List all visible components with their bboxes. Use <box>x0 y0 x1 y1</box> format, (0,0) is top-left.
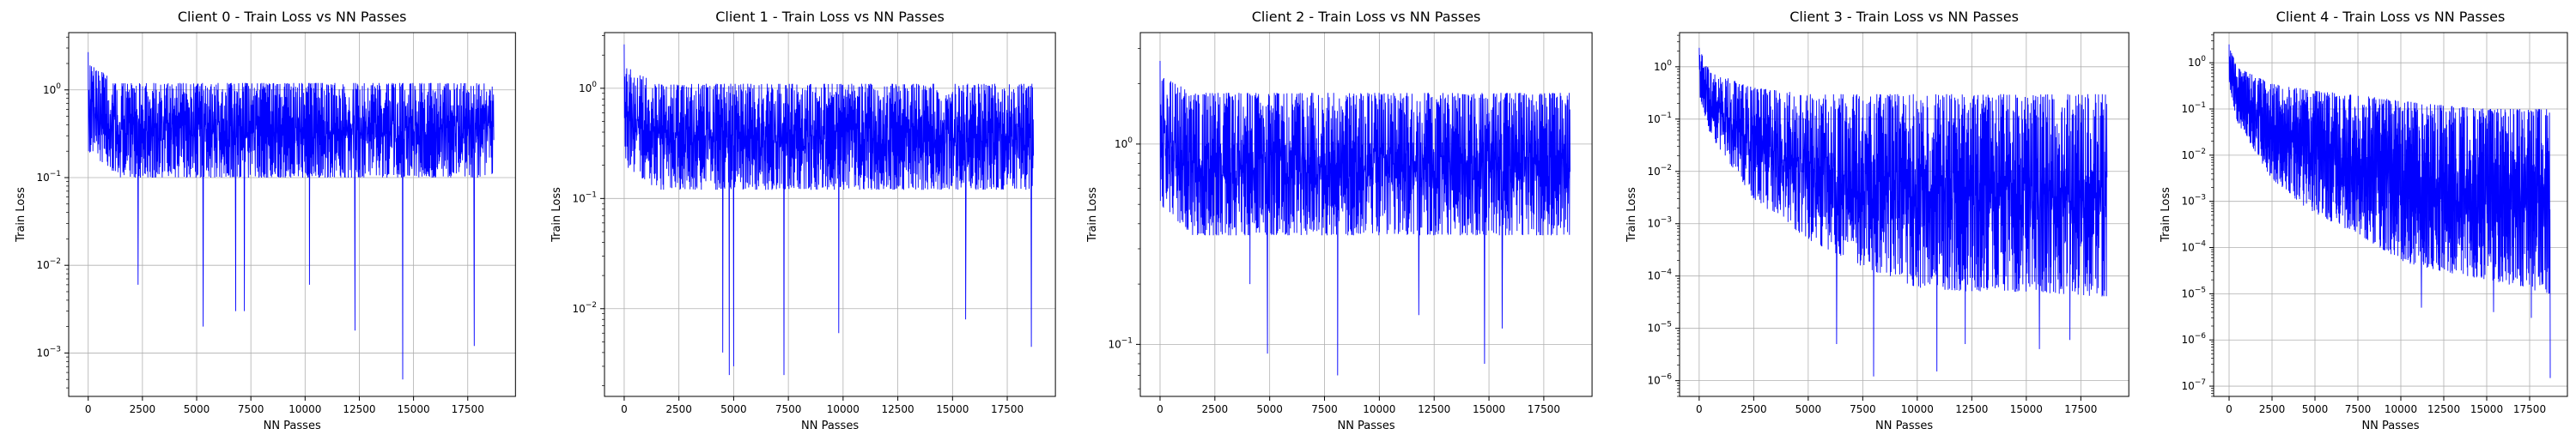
plot-frame <box>2213 32 2568 397</box>
y-axis-label: Train Loss <box>2160 187 2172 243</box>
y-tick-label: 10−2 <box>2181 148 2206 161</box>
x-tick-label: 10000 <box>1901 403 1934 415</box>
y-tick-label: 100 <box>579 81 597 94</box>
x-axis-label: NN Passes <box>2361 420 2419 429</box>
y-tick-label: 10−1 <box>2181 101 2206 115</box>
x-tick-label: 17500 <box>991 403 1024 415</box>
series-line <box>1159 60 1571 376</box>
x-axis-label: NN Passes <box>801 420 859 429</box>
chart-title: Client 4 - Train Loss vs NN Passes <box>2276 9 2506 25</box>
x-tick-label: 17500 <box>452 403 484 415</box>
x-tick-label: 7500 <box>2345 403 2372 415</box>
x-tick-label: 0 <box>1157 403 1163 415</box>
chart-panel-3: 0 2500 5000 7500 10000 12500 15000 17500 10−6 10−… <box>1625 9 2129 429</box>
chart-title: Client 3 - Train Loss vs NN Passes <box>1789 9 2019 25</box>
chart-panel-2: 0 2500 5000 7500 10000 12500 15000 17500 10−1 100… <box>1086 9 1593 429</box>
x-tick-label: 12500 <box>2427 403 2460 415</box>
y-tick-label: 10−6 <box>1647 373 1672 387</box>
plot-frame <box>1679 32 2129 397</box>
y-tick-label: 10−3 <box>36 345 61 359</box>
x-tick-label: 0 <box>1696 403 1703 415</box>
x-tick-label: 15000 <box>2470 403 2503 415</box>
chart-panel-0: 0 2500 5000 7500 10000 12500 15000 17500 10−3 10−… <box>15 9 516 429</box>
y-tick-label: 10−4 <box>1647 269 1672 282</box>
x-tick-label: 5000 <box>1256 403 1283 415</box>
x-tick-label: 2500 <box>665 403 692 415</box>
x-tick-label: 0 <box>85 403 92 415</box>
x-tick-label: 15000 <box>1473 403 1505 415</box>
y-tick-label: 10−2 <box>1647 164 1672 178</box>
x-tick-label: 17500 <box>1528 403 1560 415</box>
y-tick-label: 10−1 <box>36 170 61 184</box>
y-tick-label: 10−2 <box>572 301 597 315</box>
y-tick-label: 10−1 <box>572 190 597 204</box>
plot-frame <box>604 32 1056 397</box>
x-tick-label: 17500 <box>2513 403 2546 415</box>
x-tick-label: 7500 <box>775 403 802 415</box>
series-line <box>2228 44 2551 378</box>
x-tick-label: 15000 <box>936 403 969 415</box>
y-tick-label: 10−5 <box>1647 321 1672 335</box>
x-axis-label: NN Passes <box>264 420 321 429</box>
x-tick-label: 12500 <box>881 403 914 415</box>
series-line <box>623 44 1035 376</box>
x-tick-label: 15000 <box>2010 403 2043 415</box>
x-tick-label: 10000 <box>289 403 321 415</box>
plot-frame <box>68 32 516 397</box>
y-tick-label: 10−1 <box>1108 336 1133 350</box>
chart-title: Client 1 - Train Loss vs NN Passes <box>715 9 945 25</box>
y-tick-label: 10−5 <box>2181 286 2206 299</box>
y-tick-label: 100 <box>1654 59 1672 73</box>
x-tick-label: 0 <box>621 403 628 415</box>
y-tick-label: 10−1 <box>1647 112 1672 125</box>
x-tick-label: 7500 <box>1311 403 1338 415</box>
y-tick-label: 10−3 <box>1647 216 1672 230</box>
x-tick-label: 17500 <box>2064 403 2097 415</box>
y-tick-label: 10−2 <box>36 257 61 271</box>
y-tick-label: 10−3 <box>2181 194 2206 208</box>
y-axis-label: Train Loss <box>15 187 27 243</box>
plot-frame <box>1139 32 1593 397</box>
x-tick-label: 2500 <box>130 403 156 415</box>
x-tick-label: 5000 <box>1795 403 1822 415</box>
series-line <box>88 51 495 380</box>
x-tick-label: 15000 <box>398 403 430 415</box>
y-tick-label: 10−7 <box>2181 378 2206 392</box>
x-tick-label: 7500 <box>1850 403 1876 415</box>
chart-panel-1: 0 2500 5000 7500 10000 12500 15000 17500 10−2 10−… <box>550 9 1056 429</box>
y-axis-label: Train Loss <box>1625 187 1638 243</box>
x-tick-label: 0 <box>2226 403 2233 415</box>
y-tick-label: 100 <box>43 82 61 96</box>
x-tick-label: 7500 <box>238 403 264 415</box>
chart-title: Client 2 - Train Loss vs NN Passes <box>1252 9 1481 25</box>
y-axis-label: Train Loss <box>550 187 563 243</box>
y-tick-label: 10−4 <box>2181 240 2206 254</box>
y-axis-label: Train Loss <box>1086 187 1099 243</box>
chart-title: Client 0 - Train Loss vs NN Passes <box>178 9 407 25</box>
x-tick-label: 10000 <box>2385 403 2417 415</box>
x-tick-label: 12500 <box>1418 403 1450 415</box>
x-axis-label: NN Passes <box>1337 420 1394 429</box>
x-tick-label: 2500 <box>1202 403 1229 415</box>
x-tick-label: 10000 <box>1363 403 1395 415</box>
x-axis-label: NN Passes <box>1875 420 1933 429</box>
y-tick-label: 10−6 <box>2181 332 2206 346</box>
y-tick-label: 100 <box>2188 55 2206 69</box>
x-tick-label: 12500 <box>343 403 375 415</box>
y-tick-label: 100 <box>1115 136 1133 150</box>
x-tick-label: 12500 <box>1955 403 1988 415</box>
x-tick-label: 5000 <box>720 403 747 415</box>
series-line <box>1698 47 2108 377</box>
x-tick-label: 2500 <box>1741 403 1767 415</box>
chart-panel-4: 0 2500 5000 7500 10000 12500 15000 17500 10−7 10−… <box>2160 9 2568 429</box>
x-tick-label: 5000 <box>2302 403 2329 415</box>
x-tick-label: 10000 <box>827 403 860 415</box>
x-tick-label: 2500 <box>2259 403 2286 415</box>
x-tick-label: 5000 <box>184 403 210 415</box>
